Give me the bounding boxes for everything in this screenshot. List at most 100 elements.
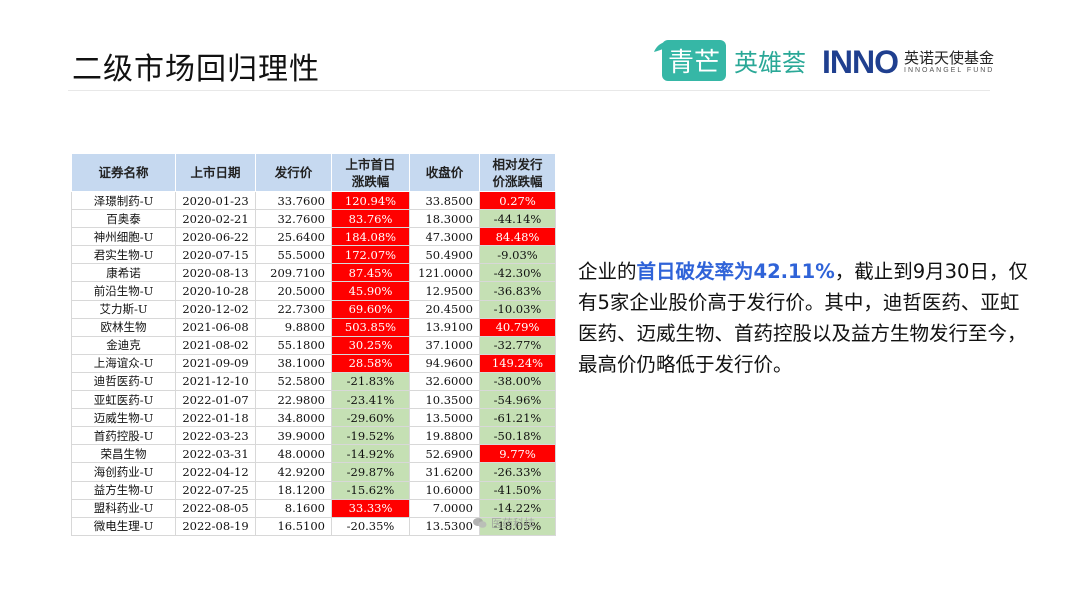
cell-date: 2020-01-23: [175, 190, 256, 211]
cell-close-price: 37.1000: [409, 335, 480, 355]
cell-first-day-change: 503.85%: [331, 317, 410, 337]
cell-close-price: 52.6900: [409, 444, 480, 464]
cell-relative-change: 0.27%: [479, 190, 556, 211]
cell-date: 2022-07-25: [175, 480, 256, 500]
cell-relative-change: 9.77%: [479, 444, 556, 464]
cell-first-day-change: 120.94%: [331, 190, 410, 211]
cell-name: 首药控股-U: [71, 426, 176, 446]
cell-first-day-change: 30.25%: [331, 335, 410, 355]
cell-close-price: 33.8500: [409, 190, 480, 211]
cell-close-price: 13.9100: [409, 317, 480, 337]
cell-name: 迈威生物-U: [71, 408, 176, 428]
cell-close-price: 10.6000: [409, 480, 480, 500]
cell-issue-price: 18.1200: [255, 480, 332, 500]
cell-date: 2020-08-13: [175, 263, 256, 283]
cell-first-day-change: -21.83%: [331, 371, 410, 392]
cell-date: 2020-12-02: [175, 299, 256, 319]
cell-issue-price: 39.9000: [255, 426, 332, 446]
cell-relative-change: -61.21%: [479, 408, 556, 428]
cell-issue-price: 52.5800: [255, 371, 332, 392]
table-row: 康希诺 2020-08-13 209.7100 87.45% 121.0000 -42.3…: [71, 263, 556, 283]
column-header: 证券名称: [71, 153, 176, 192]
cell-close-price: 12.9500: [409, 281, 480, 301]
cell-issue-price: 34.8000: [255, 408, 332, 428]
table-row: 荣昌生物 2022-03-31 48.0000 -14.92% 52.6900 9.77%: [71, 444, 556, 464]
cell-relative-change: -14.22%: [479, 498, 556, 518]
cell-name: 亚虹医药-U: [71, 390, 176, 410]
table-row: 金迪克 2021-08-02 55.1800 30.25% 37.1000 -32.77%: [71, 335, 556, 355]
table-row: 泽璟制药-U 2020-01-23 33.7600 120.94% 33.8500 0.2…: [71, 190, 556, 211]
cell-issue-price: 22.9800: [255, 390, 332, 410]
cell-first-day-change: -15.62%: [331, 480, 410, 500]
cell-relative-change: -44.14%: [479, 209, 556, 229]
column-header: 相对发行 价涨跌幅: [479, 153, 556, 192]
cell-name: 君实生物-U: [71, 245, 176, 265]
cell-relative-change: -32.77%: [479, 335, 556, 355]
table-row: 迪哲医药-U 2021-12-10 52.5800 -21.83% 32.6000 -38…: [71, 371, 556, 392]
ipo-table: 证券名称 上市日期 发行价 上市首日 涨跌幅 收盘价 相对发行 价涨跌幅 泽璟制药-U 2020…: [71, 153, 556, 536]
cell-issue-price: 9.8800: [255, 317, 332, 337]
cell-close-price: 13.5300: [409, 516, 480, 536]
cell-name: 泽璟制药-U: [71, 190, 176, 211]
table-row: 艾力斯-U 2020-12-02 22.7300 69.60% 20.4500 -10.0…: [71, 299, 556, 319]
table-row: 益方生物-U 2022-07-25 18.1200 -15.62% 10.6000 -41…: [71, 480, 556, 500]
cell-date: 2021-12-10: [175, 371, 256, 392]
table-row: 迈威生物-U 2022-01-18 34.8000 -29.60% 13.5000 -61…: [71, 408, 556, 428]
cell-date: 2022-01-07: [175, 390, 256, 410]
cell-first-day-change: -29.60%: [331, 408, 410, 428]
cell-issue-price: 16.5100: [255, 516, 332, 536]
cell-name: 欧林生物: [71, 317, 176, 337]
brand-logo-qingmang: 青芒 英雄荟: [652, 39, 806, 81]
cell-name: 康希诺: [71, 263, 176, 283]
cell-close-price: 10.3500: [409, 390, 480, 410]
cell-issue-price: 48.0000: [255, 444, 332, 464]
cell-name: 迪哲医药-U: [71, 371, 176, 392]
summary-part1: 企业的: [578, 260, 637, 283]
cell-close-price: 13.5000: [409, 408, 480, 428]
cell-date: 2020-02-21: [175, 209, 256, 229]
cell-issue-price: 25.6400: [255, 227, 332, 247]
table-row: 君实生物-U 2020-07-15 55.5000 172.07% 50.4900 -9.…: [71, 245, 556, 265]
cell-close-price: 18.3000: [409, 209, 480, 229]
cell-issue-price: 20.5000: [255, 281, 332, 301]
cell-relative-change: -42.30%: [479, 263, 556, 283]
leaf-icon: [654, 41, 676, 52]
cell-date: 2022-04-12: [175, 462, 256, 482]
table-row: 百奥泰 2020-02-21 32.7600 83.76% 18.3000 -44.14%: [71, 209, 556, 229]
watermark: 医药科技: [473, 515, 535, 531]
brand-logo-innoangel: INNO 英诺天使基金 INNOANGEL FUND: [822, 43, 994, 80]
cell-first-day-change: -20.35%: [331, 516, 410, 536]
cell-relative-change: -36.83%: [479, 281, 556, 301]
cell-close-price: 31.6200: [409, 462, 480, 482]
cell-name: 上海谊众-U: [71, 353, 176, 373]
cell-name: 荣昌生物: [71, 444, 176, 464]
cell-name: 艾力斯-U: [71, 299, 176, 319]
cell-name: 神州细胞-U: [71, 227, 176, 247]
cell-date: 2020-06-22: [175, 227, 256, 247]
cell-relative-change: -41.50%: [479, 480, 556, 500]
column-header: 发行价: [255, 153, 332, 192]
cell-date: 2022-03-31: [175, 444, 256, 464]
summary-paragraph: 企业的首日破发率为42.11%，截止到9月30日，仅有5家企业股价高于发行价。其…: [578, 256, 1038, 380]
cell-first-day-change: 69.60%: [331, 299, 410, 319]
cell-date: 2020-10-28: [175, 281, 256, 301]
table-row: 欧林生物 2021-06-08 9.8800 503.85% 13.9100 40.79%: [71, 317, 556, 337]
cell-issue-price: 55.1800: [255, 335, 332, 355]
cell-first-day-change: 87.45%: [331, 263, 410, 283]
summary-highlight: 首日破发率为42.11%: [636, 260, 835, 283]
cell-relative-change: 84.48%: [479, 227, 556, 247]
summary-part2: ，截止到9月30日，仅有5家企业股价高于发行价。其中，迪哲医药、亚虹医药、迈威生…: [578, 260, 1028, 376]
table-row: 上海谊众-U 2021-09-09 38.1000 28.58% 94.9600 149.…: [71, 353, 556, 373]
cell-first-day-change: 184.08%: [331, 227, 410, 247]
brand2-mark: INNO: [822, 43, 899, 80]
chat-icon: [473, 518, 487, 528]
cell-issue-price: 55.5000: [255, 245, 332, 265]
cell-name: 微电生理-U: [71, 516, 176, 536]
cell-issue-price: 8.1600: [255, 498, 332, 518]
table-row: 亚虹医药-U 2022-01-07 22.9800 -23.41% 10.3500 -54…: [71, 390, 556, 410]
cell-first-day-change: 28.58%: [331, 353, 410, 373]
table-row: 神州细胞-U 2020-06-22 25.6400 184.08% 47.3000 84.…: [71, 227, 556, 247]
column-header: 上市日期: [175, 153, 256, 192]
cell-close-price: 19.8800: [409, 426, 480, 446]
cell-first-day-change: -19.52%: [331, 426, 410, 446]
